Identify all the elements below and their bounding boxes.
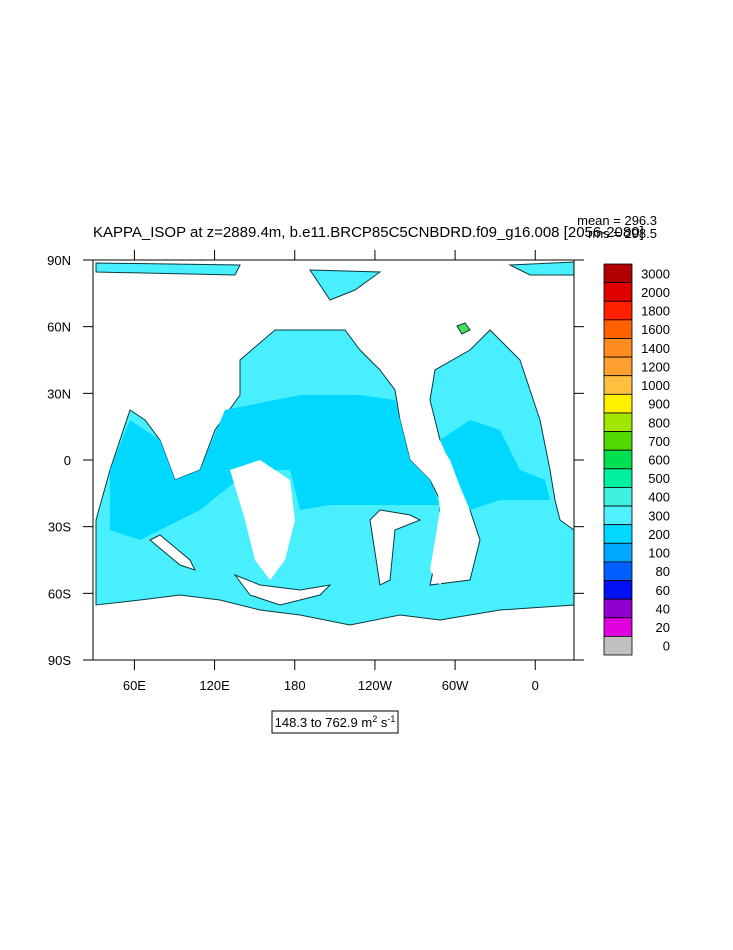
y-tick-label: 90S — [48, 653, 71, 668]
colorbar-label: 1400 — [641, 341, 670, 356]
colorbar-box — [603, 561, 633, 581]
land — [230, 460, 295, 580]
ocean-deep — [440, 420, 550, 510]
range-sup: 2 — [372, 714, 377, 724]
colorbar-box — [603, 449, 633, 470]
map-fill — [95, 261, 575, 626]
colorbar-box — [603, 617, 633, 637]
colorbar-box — [603, 338, 633, 358]
y-tick-label: 30N — [47, 386, 71, 401]
y-tick-label: 60S — [48, 586, 71, 601]
arctic — [508, 261, 575, 276]
colorbar-label: 0 — [663, 639, 670, 654]
colorbar-box — [603, 468, 633, 488]
colorbar-box — [603, 580, 633, 600]
hotspot — [456, 322, 471, 335]
colorbar-label: 20 — [656, 620, 670, 635]
colorbar-label: 3000 — [641, 266, 670, 281]
colorbar-label: 1000 — [641, 378, 670, 393]
colorbar-label: 60 — [656, 583, 670, 598]
y-tick-label: 60N — [47, 320, 71, 335]
range-text: 148.3 to 762.9 m — [275, 715, 373, 730]
colorbar-box — [603, 412, 633, 432]
x-tick-label: 120E — [199, 678, 230, 693]
colorbar-box — [603, 635, 633, 656]
colorbar-label: 400 — [648, 490, 670, 505]
colorbar-box — [603, 524, 633, 544]
colorbar-label: 80 — [656, 564, 670, 579]
colorbar-label: 2000 — [641, 285, 670, 300]
y-tick-label: 90N — [47, 253, 71, 268]
colorbar-box — [603, 598, 633, 619]
colorbar-box — [603, 319, 633, 339]
arctic — [95, 262, 241, 276]
colorbar-box — [603, 542, 633, 563]
colorbar-label: 100 — [648, 546, 670, 561]
x-tick-label: 0 — [532, 678, 539, 693]
colorbar-box — [603, 487, 633, 507]
ridge — [233, 573, 332, 606]
colorbar-label: 200 — [648, 527, 670, 542]
colorbar-box — [603, 300, 633, 321]
land — [430, 430, 470, 585]
colorbar-label: 1600 — [641, 322, 670, 337]
x-tick-label: 60E — [123, 678, 146, 693]
colorbar-box — [603, 263, 633, 284]
colorbar-label: 1800 — [641, 304, 670, 319]
colorbar-label: 800 — [648, 415, 670, 430]
ridge — [369, 509, 422, 586]
stat-mean: mean = 296.3 — [577, 213, 657, 228]
colorbar-box — [603, 393, 633, 414]
title: KAPPA_ISOP at z=2889.4m, b.e11.BRCP85C5C… — [93, 224, 644, 241]
colorbar-box — [603, 282, 633, 302]
colorbar-box — [603, 356, 633, 377]
colorbar-box — [603, 431, 633, 451]
colorbar-label: 1200 — [641, 359, 670, 374]
colorbar-label: 40 — [656, 601, 670, 616]
x-tick-label: 120W — [358, 678, 393, 693]
stat-rms: rms = 298.5 — [588, 226, 657, 241]
x-tick-label: 180 — [284, 678, 306, 693]
axes: 60E 120E 180 120W 60W 0 90N 60N 30N 0 30S 60S 90S — [47, 250, 584, 693]
y-tick-label: 0 — [64, 453, 71, 468]
ridge — [149, 534, 196, 571]
arctic — [309, 269, 382, 301]
colorbar-label: 700 — [648, 434, 670, 449]
ocean-deep — [110, 395, 440, 540]
colorbar-label: 600 — [648, 453, 670, 468]
x-tick-label: 60W — [442, 678, 469, 693]
range-sup: -1 — [387, 714, 395, 724]
colorbar: 3000200018001600140012001000900800700600… — [603, 263, 670, 656]
colorbar-label: 500 — [648, 471, 670, 486]
range-label: 148.3 to 762.9 m2 s-1 — [275, 714, 396, 730]
range-box — [271, 710, 399, 734]
colorbar-label: 900 — [648, 397, 670, 412]
colorbar-label: 300 — [648, 508, 670, 523]
y-tick-label: 30S — [48, 520, 71, 535]
colorbar-box — [603, 375, 633, 395]
colorbar-box — [603, 505, 633, 526]
range-text: s — [377, 715, 388, 730]
